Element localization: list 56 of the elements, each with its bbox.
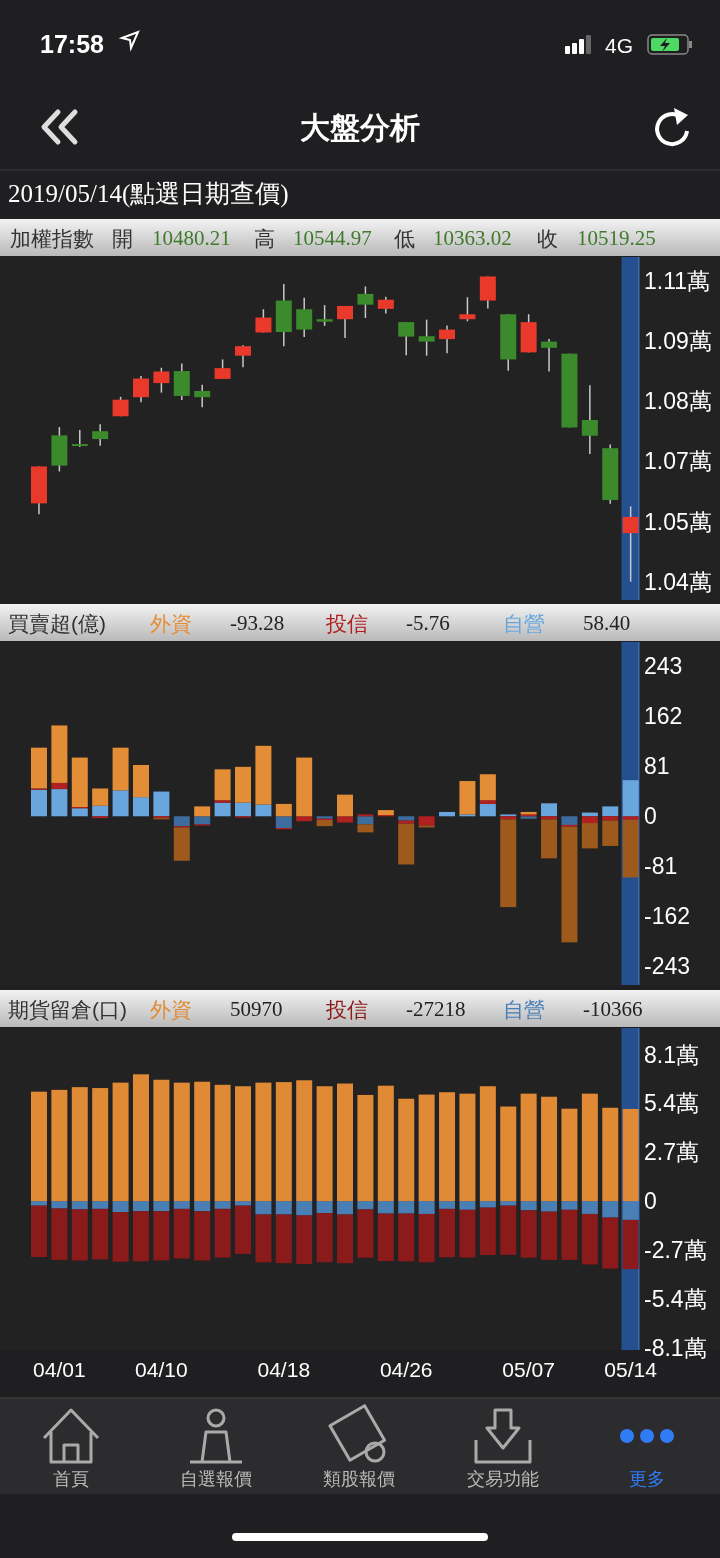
text: 首頁 (53, 1469, 89, 1489)
y-tick-label: 5.4萬 (644, 1090, 699, 1117)
y-tick-label: 1.05萬 (644, 508, 712, 535)
chart-title: 買賣超(億) (8, 611, 106, 635)
y-tick-label: 1.08萬 (644, 388, 712, 415)
y-tick-label: 1.09萬 (644, 328, 712, 355)
text: 交易功能 (467, 1469, 539, 1489)
text: 自營 (503, 611, 545, 635)
y-tick-label: 243 (644, 653, 683, 680)
chart-title: 期貨留倉(口) (8, 997, 127, 1021)
y-tick-label: 81 (644, 753, 670, 780)
y-tick-label: 0 (644, 803, 657, 830)
text: 10480.21 (152, 226, 231, 250)
text: 4G (605, 33, 634, 57)
y-tick-label: 8.1萬 (644, 1041, 699, 1068)
text: -27218 (406, 997, 466, 1021)
text: 自營 (503, 997, 545, 1021)
text: 高 (254, 226, 275, 250)
text: -93.28 (230, 611, 285, 635)
y-tick-label: 2.7萬 (644, 1139, 699, 1166)
y-tick-label: 1.04萬 (644, 568, 712, 595)
y-tick-label: -81 (644, 853, 678, 880)
text: 10519.25 (577, 226, 656, 250)
text: 外資 (150, 997, 192, 1021)
x-tick-label: 05/07 (502, 1357, 555, 1381)
chart-title: 大盤分析 (300, 110, 420, 144)
x-tick-label: 04/18 (257, 1357, 311, 1381)
text: 投信 (325, 997, 368, 1021)
text: 50970 (230, 997, 283, 1021)
text: 收 (537, 226, 558, 250)
x-tick-label: 04/01 (33, 1357, 86, 1381)
text: 外資 (150, 611, 192, 635)
text: 加權指數 (10, 226, 94, 250)
text: 58.40 (583, 611, 631, 635)
text: -10366 (583, 997, 643, 1021)
text: 17:58 (40, 30, 105, 58)
text: 自選報價 (180, 1469, 252, 1489)
y-tick-label: 0 (644, 1188, 657, 1215)
y-tick-label: 1.11萬 (644, 268, 711, 295)
y-tick-label: -5.4萬 (644, 1285, 707, 1312)
x-tick-label: 04/26 (379, 1357, 433, 1381)
text: 投信 (325, 611, 368, 635)
text: -5.76 (406, 611, 450, 635)
y-tick-label: 162 (644, 703, 683, 730)
chart-subtitle: 2019/05/14(點選日期查價) (8, 179, 289, 208)
y-tick-label: 1.07萬 (644, 448, 712, 475)
y-tick-label: -162 (644, 903, 691, 930)
text: 10544.97 (293, 226, 372, 250)
y-tick-label: -243 (644, 953, 691, 980)
text: 低 (394, 226, 415, 250)
text: 更多 (629, 1469, 665, 1489)
y-tick-label: -2.7萬 (644, 1236, 707, 1263)
text: 開 (112, 226, 133, 250)
text: 10363.02 (433, 226, 512, 250)
x-tick-label: 04/10 (135, 1357, 188, 1381)
text: 類股報價 (323, 1469, 395, 1489)
